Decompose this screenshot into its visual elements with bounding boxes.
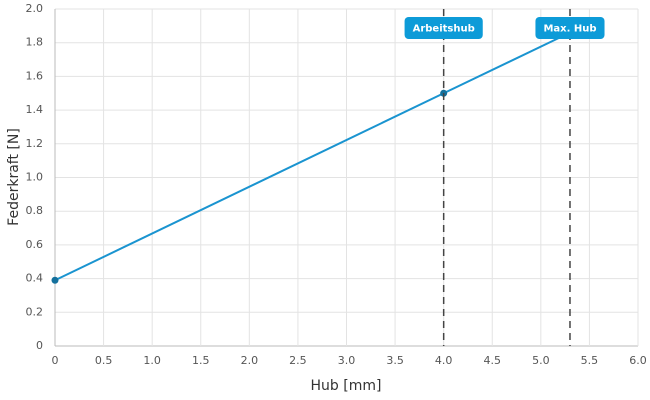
y-tick-label: 0.6 — [26, 238, 44, 251]
y-tick-label: 1.0 — [26, 171, 44, 184]
x-tick-label: 6.0 — [629, 354, 647, 367]
y-tick-label: 2.0 — [26, 2, 44, 15]
x-tick-label: 3.0 — [338, 354, 356, 367]
x-tick-label: 0.5 — [95, 354, 113, 367]
y-tick-label: 0.4 — [26, 272, 44, 285]
x-tick-label: 1.5 — [192, 354, 210, 367]
annotation-label: Max. Hub — [543, 24, 596, 35]
x-tick-label: 1.0 — [143, 354, 161, 367]
x-tick-label: 5.5 — [581, 354, 599, 367]
x-tick-label: 2.5 — [289, 354, 307, 367]
y-tick-label: 1.8 — [26, 36, 44, 49]
annotation-label: Arbeitshub — [413, 24, 475, 35]
x-tick-label: 5.0 — [532, 354, 550, 367]
x-tick-label: 4.0 — [435, 354, 453, 367]
y-tick-label: 0.2 — [26, 305, 44, 318]
annotation-badge: Arbeitshub — [404, 17, 483, 39]
y-axis-title: Federkraft [N] — [6, 128, 22, 226]
annotation-badge: Max. Hub — [535, 17, 605, 39]
x-tick-label: 2.0 — [241, 354, 259, 367]
badge-box — [404, 17, 483, 39]
y-tick-label: 0 — [36, 339, 43, 352]
badge-box — [535, 17, 605, 39]
data-point — [51, 276, 59, 284]
y-tick-label: 1.6 — [26, 69, 44, 82]
x-tick-label: 0 — [52, 354, 59, 367]
y-tick-label: 1.4 — [26, 103, 44, 116]
x-tick-label: 4.5 — [484, 354, 502, 367]
x-tick-label: 3.5 — [386, 354, 404, 367]
y-tick-label: 1.2 — [26, 137, 44, 150]
y-tick-label: 0.8 — [26, 204, 44, 217]
x-axis-title: Hub [mm] — [311, 378, 382, 394]
